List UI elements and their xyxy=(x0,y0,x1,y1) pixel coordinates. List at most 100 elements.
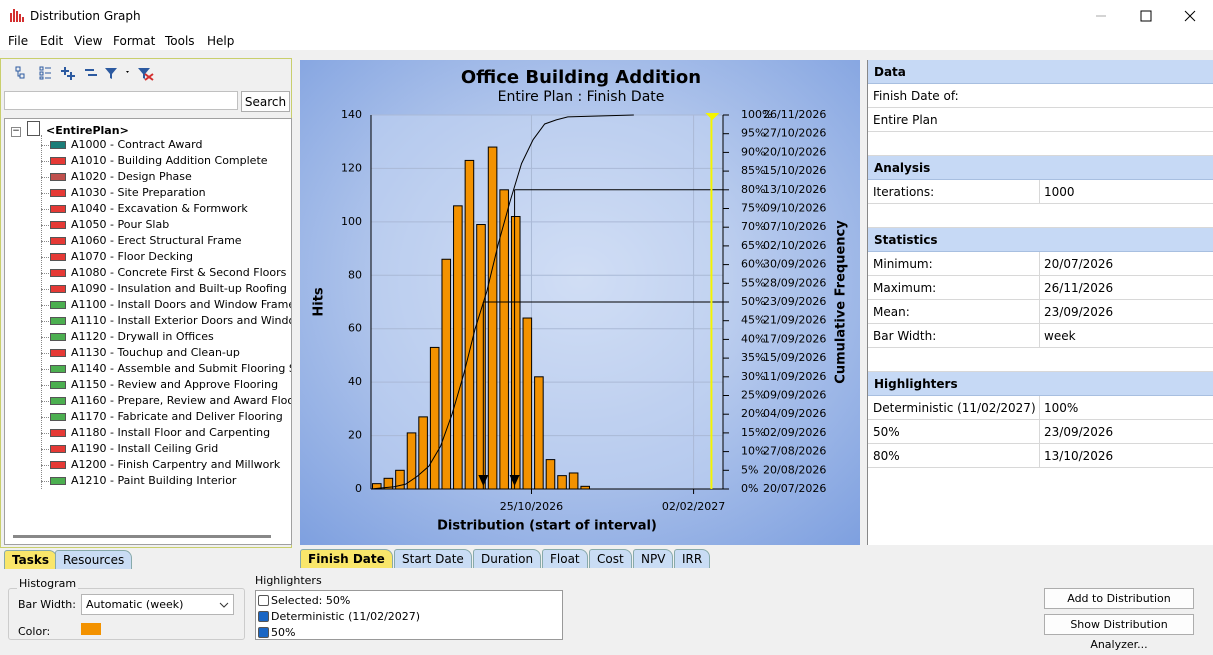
task-label: A1180 - Install Floor and Carpenting xyxy=(71,426,271,439)
tree-branch xyxy=(41,465,49,466)
menu-item[interactable]: Tools xyxy=(165,34,195,48)
task-label: A1050 - Pour Slab xyxy=(71,218,170,231)
info-row: 50% 23/09/2026 xyxy=(868,420,1213,444)
section-header: Analysis xyxy=(868,156,1213,180)
bar xyxy=(476,224,486,490)
panel-tab[interactable]: Resources xyxy=(55,550,133,569)
info-value: 1000 xyxy=(1044,185,1075,199)
y2-tick-date: 27/10/2026 xyxy=(763,127,826,140)
tree-branch xyxy=(41,161,49,162)
task-icon xyxy=(50,221,66,229)
info-label: 80% xyxy=(868,444,1040,468)
checkbox[interactable] xyxy=(258,627,269,638)
highlighter-arrow xyxy=(509,475,520,486)
menu-item[interactable]: View xyxy=(74,34,103,48)
section-header: Data xyxy=(868,60,1213,84)
task-icon xyxy=(50,429,66,437)
info-label: Deterministic (11/02/2027) xyxy=(868,396,1040,420)
y2-tick-label: 35% xyxy=(741,351,765,364)
title-bar: Distribution Graph xyxy=(0,0,1213,32)
menu-item[interactable]: Format xyxy=(113,34,156,48)
task-icon xyxy=(50,285,66,293)
chart-tab[interactable]: Start Date xyxy=(394,549,472,568)
search-input[interactable] xyxy=(4,91,238,110)
tree-branch xyxy=(41,385,49,386)
task-icon xyxy=(50,477,66,485)
action-button[interactable]: Add to Distribution Analyzer xyxy=(1044,588,1194,625)
y2-tick-label: 75% xyxy=(741,202,765,215)
y2-tick-label: 65% xyxy=(741,239,765,252)
bar xyxy=(510,216,521,490)
chart-tab[interactable]: Float xyxy=(542,549,588,568)
bar xyxy=(534,376,544,490)
info-label: Entire Plan xyxy=(873,113,938,127)
chart-tab[interactable]: NPV xyxy=(633,549,674,568)
task-icon xyxy=(50,189,66,197)
tree-toolbar[interactable] xyxy=(13,65,158,81)
info-row: Maximum: 26/11/2026 xyxy=(868,276,1213,300)
root-icon xyxy=(27,121,40,136)
tree-root[interactable]: − <EntirePlan> xyxy=(11,121,129,137)
menu-item[interactable]: File xyxy=(8,34,29,48)
menu-item[interactable]: Edit xyxy=(40,34,64,48)
y-tick-label: 20 xyxy=(348,429,362,442)
panel-tab[interactable]: Tasks xyxy=(4,550,58,569)
chart-tab[interactable]: IRR xyxy=(674,549,711,568)
y2-tick-date: 07/10/2026 xyxy=(763,220,826,233)
checkbox[interactable] xyxy=(258,595,269,606)
y2-tick-label: 20% xyxy=(741,407,765,420)
y2-tick-date: 20/08/2026 xyxy=(763,463,826,476)
highlighter-item[interactable]: Deterministic (11/02/2027) xyxy=(258,609,420,625)
y2-tick-label: 60% xyxy=(741,258,765,271)
tree-branch xyxy=(41,433,49,434)
task-label: A1210 - Paint Building Interior xyxy=(71,474,237,487)
tree-branch xyxy=(41,449,49,450)
y2-tick-date: 27/08/2026 xyxy=(763,445,826,458)
task-label: A1170 - Fabricate and Deliver Flooring xyxy=(71,410,283,423)
chart-title: Office Building Addition xyxy=(461,67,701,88)
menu-item[interactable]: Help xyxy=(207,34,235,48)
info-row: Mean: 23/09/2026 xyxy=(868,300,1213,324)
y2-tick-label: 55% xyxy=(741,276,765,289)
color-swatch[interactable] xyxy=(81,623,101,635)
task-label: A1140 - Assemble and Submit Flooring Sam… xyxy=(71,362,291,375)
y2-tick-label: 25% xyxy=(741,389,765,402)
tree-branch xyxy=(41,193,49,194)
info-row: Entire Plan xyxy=(868,108,1213,132)
info-panel: Data Finish Date of: Entire Plan Analysis It… xyxy=(867,60,1213,545)
highlighters-title: Highlighters xyxy=(255,574,322,587)
task-label: A1080 - Concrete First & Second Floors xyxy=(71,266,287,279)
task-label: A1060 - Erect Structural Frame xyxy=(71,234,242,247)
task-label: A1020 - Design Phase xyxy=(71,170,192,183)
y2-tick-date: 20/07/2026 xyxy=(763,482,826,495)
highlighter-item[interactable]: 50% xyxy=(258,625,295,639)
chart-tab[interactable]: Finish Date xyxy=(300,549,393,568)
bar-width-select[interactable]: Automatic (week) xyxy=(81,594,234,615)
tree-branch xyxy=(41,417,49,418)
window-controls[interactable] xyxy=(1090,8,1210,24)
task-label: A1110 - Install Exterior Doors and Windo… xyxy=(71,314,292,327)
info-label: Finish Date of: xyxy=(873,89,959,103)
y2-tick-label: 15% xyxy=(741,426,765,439)
chart-tab[interactable]: Duration xyxy=(473,549,542,568)
task-icon xyxy=(50,173,66,181)
highlighter-item[interactable]: Selected: 50% xyxy=(258,593,350,609)
left-tabs: Tasks Resources xyxy=(0,550,292,570)
task-label: A1100 - Install Doors and Window Frames xyxy=(71,298,292,311)
task-icon xyxy=(50,269,66,277)
task-label: A1070 - Floor Decking xyxy=(71,250,194,263)
task-icon xyxy=(50,157,66,165)
info-value: 20/07/2026 xyxy=(1044,257,1114,271)
task-icon xyxy=(50,381,66,389)
task-label: A1160 - Prepare, Review and Award Floori… xyxy=(71,394,292,407)
chart-tab[interactable]: Cost xyxy=(589,549,632,568)
y2-tick-label: 5% xyxy=(741,463,758,476)
y2-tick-label: 30% xyxy=(741,370,765,383)
y2-tick-date: 20/10/2026 xyxy=(763,145,826,158)
info-row: Bar Width: week xyxy=(868,324,1213,348)
search-button[interactable]: Search xyxy=(241,91,290,112)
checkbox[interactable] xyxy=(258,611,269,622)
chart: Office Building Addition Entire Plan : F… xyxy=(300,60,860,545)
task-label: A1090 - Insulation and Built-up Roofing xyxy=(71,282,287,295)
x-axis-title: Distribution (start of interval) xyxy=(437,519,657,534)
